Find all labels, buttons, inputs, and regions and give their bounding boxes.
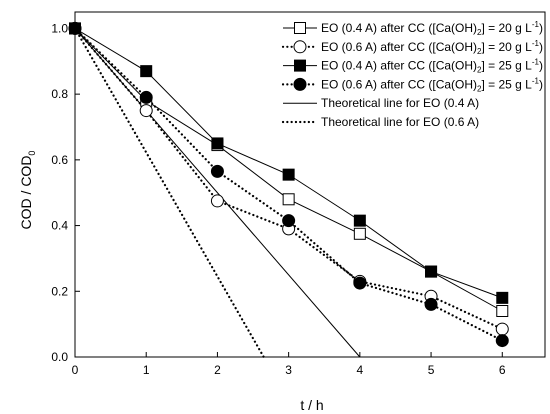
data-point-4 bbox=[282, 214, 296, 228]
data-point-4 bbox=[495, 334, 509, 348]
data-point-3 bbox=[211, 137, 224, 150]
data-point-1 bbox=[282, 193, 295, 206]
data-point-2 bbox=[210, 194, 224, 208]
legend-label-text: ] = 25 g L bbox=[481, 77, 532, 91]
x-tick-label: 4 bbox=[357, 363, 364, 377]
legend-item-6: Theoretical line for EO (0.6 A) bbox=[281, 115, 479, 129]
data-point-3 bbox=[353, 214, 366, 227]
x-tick-label: 2 bbox=[214, 363, 221, 377]
data-point-2 bbox=[139, 104, 153, 118]
series-line-4 bbox=[73, 27, 504, 342]
legend-item-4: EO (0.6 A) after CC ([Ca(OH)2] = 25 g L-… bbox=[281, 76, 543, 93]
data-point-4 bbox=[210, 164, 224, 178]
legend-label-text: ) bbox=[539, 59, 543, 73]
legend-item-5: Theoretical line for EO (0.4 A) bbox=[283, 96, 479, 110]
legend-marker bbox=[293, 40, 307, 54]
y-tick-label: 0.4 bbox=[51, 219, 68, 233]
y-tick-label: 0.6 bbox=[51, 153, 68, 167]
y-tick-label: 0.2 bbox=[51, 284, 68, 298]
legend-label-superscript: -1 bbox=[532, 39, 540, 48]
data-point-3 bbox=[282, 168, 295, 181]
plot-frame bbox=[74, 11, 546, 358]
legend-label-superscript: -1 bbox=[532, 58, 540, 67]
legend-label-text: EO (0.4 A) after CC ([Ca(OH) bbox=[321, 59, 477, 73]
x-tick-label: 6 bbox=[499, 363, 506, 377]
data-point-3 bbox=[140, 65, 153, 78]
x-axis-label: t / h bbox=[300, 397, 323, 413]
y-axis-label: COD / COD0 bbox=[18, 151, 37, 230]
legend-marker bbox=[293, 77, 307, 91]
x-tick-labels: 0 1 2 3 4 5 6 bbox=[72, 363, 506, 377]
legend-label: EO (0.4 A) after CC ([Ca(OH)2] = 20 g L-… bbox=[321, 20, 543, 37]
data-point-4 bbox=[139, 90, 153, 104]
legend-label-text: ] = 20 g L bbox=[481, 40, 532, 54]
y-tick-label: 0.0 bbox=[51, 350, 68, 364]
data-point-1 bbox=[496, 305, 509, 317]
legend-label-subscript: 2 bbox=[477, 28, 482, 37]
x-tick-label: 3 bbox=[285, 363, 292, 377]
x-tick-label: 5 bbox=[428, 363, 435, 377]
data-point-3 bbox=[425, 265, 438, 278]
legend-label-subscript: 2 bbox=[477, 84, 482, 93]
data-point-2 bbox=[495, 322, 509, 336]
legend-label-text: EO (0.4 A) after CC ([Ca(OH) bbox=[321, 21, 477, 35]
legend-label: EO (0.6 A) after CC ([Ca(OH)2] = 25 g L-… bbox=[321, 76, 543, 93]
legend-label: Theoretical line for EO (0.4 A) bbox=[321, 96, 479, 110]
legend-label-text: ] = 20 g L bbox=[481, 21, 532, 35]
data-point-3 bbox=[496, 291, 509, 304]
data-point-4 bbox=[424, 297, 438, 311]
legend-label-superscript: -1 bbox=[532, 20, 540, 29]
legend-label-subscript: 2 bbox=[477, 66, 482, 75]
legend-label: EO (0.4 A) after CC ([Ca(OH)2] = 25 g L-… bbox=[321, 58, 543, 75]
x-tick-label: 1 bbox=[143, 363, 150, 377]
legend-label-text: EO (0.6 A) after CC ([Ca(OH) bbox=[321, 77, 477, 91]
legend-label-text: Theoretical line for EO (0.4 A) bbox=[321, 96, 479, 110]
legend-label-text: ] = 25 g L bbox=[481, 59, 532, 73]
legend-label-text: EO (0.6 A) after CC ([Ca(OH) bbox=[321, 40, 477, 54]
legend-marker bbox=[294, 22, 306, 34]
legend-item-2: EO (0.6 A) after CC ([Ca(OH)2] = 20 g L-… bbox=[281, 39, 543, 56]
y-axis-label-subscript: 0 bbox=[27, 151, 37, 156]
y-tick-label: 1.0 bbox=[51, 21, 68, 35]
legend-item-3: EO (0.4 A) after CC ([Ca(OH)2] = 25 g L-… bbox=[283, 58, 543, 75]
legend-label-text: ) bbox=[539, 77, 543, 91]
legend-label-subscript: 2 bbox=[477, 47, 482, 56]
y-tick-labels: 0.0 0.2 0.4 0.6 0.8 1.0 bbox=[51, 21, 68, 364]
series-line-5 bbox=[74, 28, 361, 358]
legend-label-text: Theoretical line for EO (0.6 A) bbox=[321, 115, 479, 129]
legend: EO (0.4 A) after CC ([Ca(OH)2] = 20 g L-… bbox=[281, 20, 543, 129]
x-tick-label: 0 bbox=[72, 363, 79, 377]
legend-label: EO (0.6 A) after CC ([Ca(OH)2] = 20 g L-… bbox=[321, 39, 543, 56]
legend-marker bbox=[294, 59, 306, 72]
data-point-4 bbox=[353, 276, 367, 290]
legend-label-text: ) bbox=[539, 21, 543, 35]
series-line-6 bbox=[73, 27, 265, 359]
data-point-1 bbox=[353, 227, 366, 240]
legend-label-text: ) bbox=[539, 40, 543, 54]
axes bbox=[74, 11, 546, 358]
legend-label-superscript: -1 bbox=[532, 76, 540, 85]
legend-label: Theoretical line for EO (0.6 A) bbox=[321, 115, 479, 129]
y-axis-label-main: COD / COD bbox=[18, 156, 34, 230]
y-tick-label: 0.8 bbox=[51, 87, 68, 101]
legend-item-1: EO (0.4 A) after CC ([Ca(OH)2] = 20 g L-… bbox=[283, 20, 543, 37]
